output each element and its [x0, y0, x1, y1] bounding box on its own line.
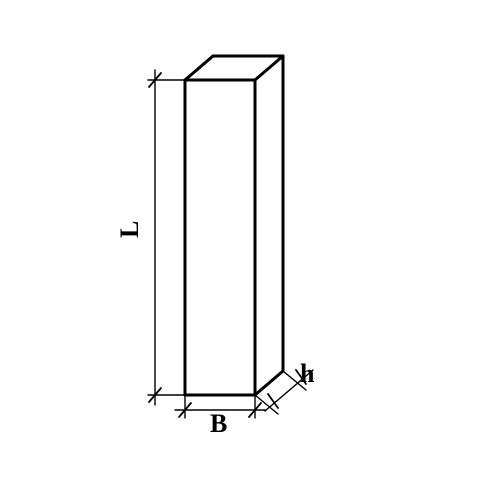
dim-B-label: B [210, 409, 227, 438]
prism-side-face [255, 56, 283, 395]
dim-h-label: h [300, 359, 315, 388]
prism-front-face [185, 80, 255, 395]
prism-dimension-diagram: L Bh [0, 0, 500, 500]
dim-L-label: L [115, 221, 144, 238]
